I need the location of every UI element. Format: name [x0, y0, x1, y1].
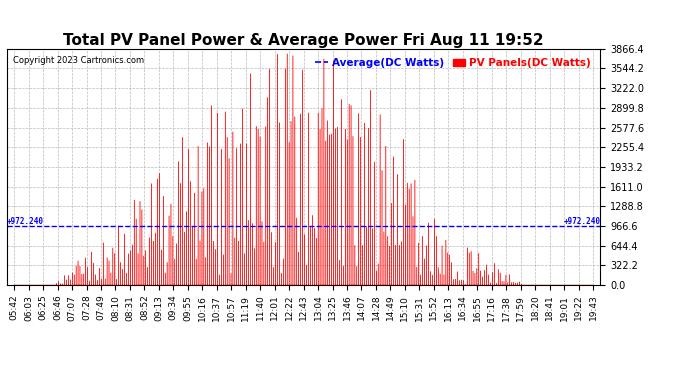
Text: +972.240: +972.240 [563, 217, 600, 226]
Text: +972.240: +972.240 [7, 217, 44, 226]
Legend: Average(DC Watts), PV Panels(DC Watts): Average(DC Watts), PV Panels(DC Watts) [311, 54, 595, 72]
Title: Total PV Panel Power & Average Power Fri Aug 11 19:52: Total PV Panel Power & Average Power Fri… [63, 33, 544, 48]
Text: Copyright 2023 Cartronics.com: Copyright 2023 Cartronics.com [13, 56, 144, 65]
